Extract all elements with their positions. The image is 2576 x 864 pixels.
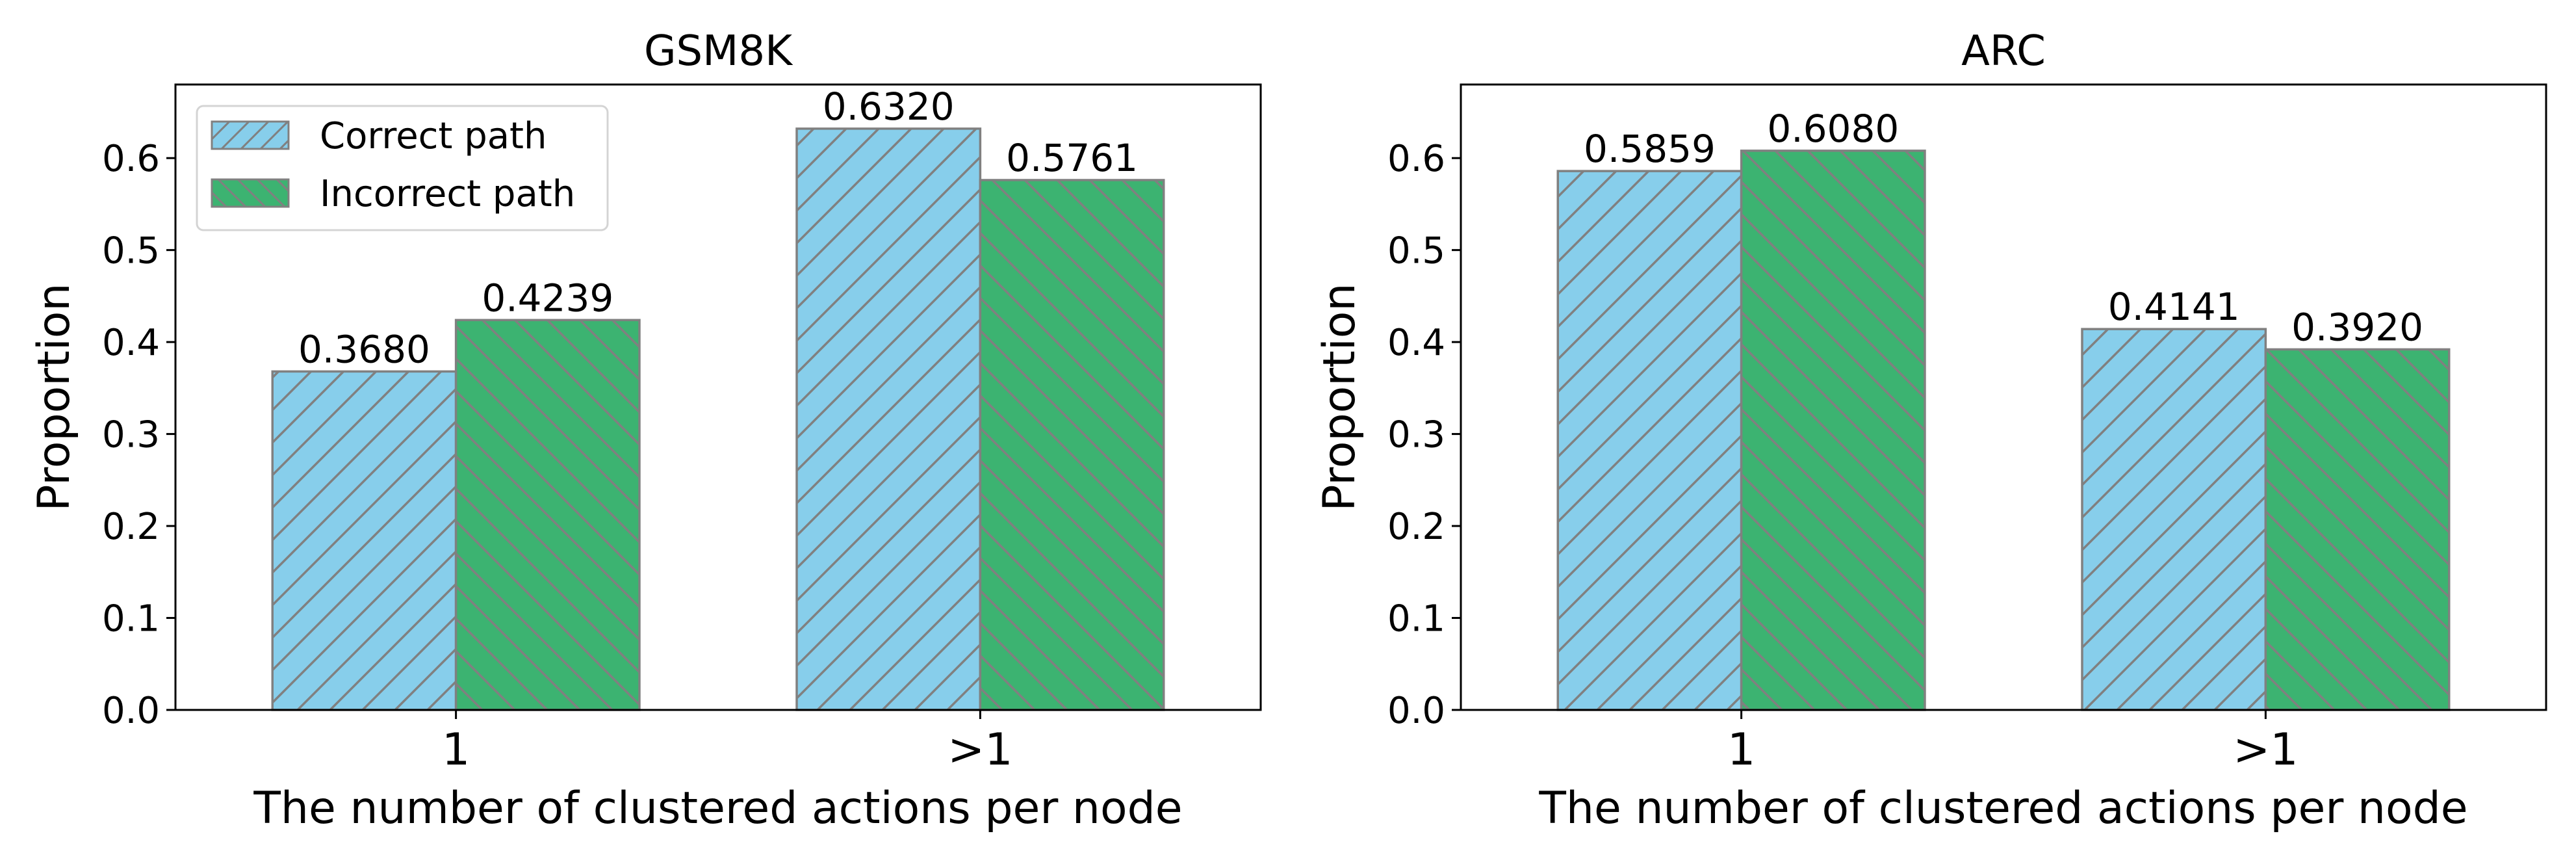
bar-hatch-correct-1 bbox=[795, 127, 982, 711]
bar-value-label: 0.3680 bbox=[298, 327, 430, 371]
y-tick-label: 0.4 bbox=[1387, 322, 1445, 364]
bar-value-label: 0.4141 bbox=[2108, 285, 2240, 329]
y-tick-label: 0.6 bbox=[1387, 138, 1445, 180]
x-axis-label: The number of clustered actions per node bbox=[1538, 783, 2467, 834]
legend: Correct path Incorrect path bbox=[196, 105, 609, 231]
chart-title: ARC bbox=[1961, 27, 2046, 75]
plot-frame bbox=[174, 83, 1262, 711]
legend-box bbox=[196, 105, 609, 231]
y-tick-label: 0.5 bbox=[102, 230, 160, 272]
x-tick-label: 1 bbox=[442, 724, 470, 776]
legend-label-correct-path: Correct path bbox=[320, 115, 547, 157]
legend-entry-incorrect-path: Incorrect path bbox=[211, 173, 575, 215]
bars: 0.3680 0.6320 0.4239 0.5761 bbox=[271, 85, 1165, 711]
bar-hatch-correct-0 bbox=[271, 370, 457, 711]
x-tick-label: >1 bbox=[2233, 724, 2298, 776]
x-axis-label: The number of clustered actions per node bbox=[253, 783, 1182, 834]
bar-hatch-incorrect-0 bbox=[1740, 150, 1926, 711]
y-tick-label: 0.0 bbox=[102, 690, 160, 732]
y-tick-label: 0.3 bbox=[102, 414, 160, 456]
y-tick-label: 0.0 bbox=[1387, 690, 1445, 732]
x-axis-ticks: 1 >1 bbox=[442, 710, 1013, 776]
y-axis-ticks: 0.0 0.1 0.2 0.3 0.4 0.5 0.6 bbox=[102, 138, 175, 732]
y-tick-label: 0.4 bbox=[102, 322, 160, 364]
chart-panel-gsm8k: GSM8K 0.3680 0.6320 0.4239 0.5761 0.0 0.1 0.2… bbox=[29, 27, 1262, 834]
y-tick-label: 0.2 bbox=[102, 506, 160, 548]
bar-value-label: 0.6080 bbox=[1767, 107, 1899, 151]
y-axis-label: Proportion bbox=[29, 283, 80, 512]
bar-hatch-incorrect-1 bbox=[979, 179, 1165, 711]
x-tick-label: 1 bbox=[1727, 724, 1755, 776]
y-axis-ticks: 0.0 0.1 0.2 0.3 0.4 0.5 0.6 bbox=[1387, 138, 1461, 732]
bar-hatch-correct-0 bbox=[1556, 170, 1743, 711]
plot-frame bbox=[1460, 83, 2547, 711]
bar-value-label: 0.3920 bbox=[2291, 305, 2423, 349]
y-tick-label: 0.5 bbox=[1387, 230, 1445, 272]
legend-swatch-hatch-incorrect-path bbox=[212, 179, 289, 207]
y-tick-label: 0.3 bbox=[1387, 414, 1445, 456]
bar-value-label: 0.6320 bbox=[823, 85, 955, 129]
bar-hatch-incorrect-1 bbox=[2264, 348, 2451, 711]
bar-hatch-incorrect-0 bbox=[454, 319, 641, 711]
chart-title: GSM8K bbox=[644, 27, 793, 75]
y-tick-label: 0.6 bbox=[102, 138, 160, 180]
x-axis-ticks: 1 >1 bbox=[1727, 710, 2299, 776]
x-tick-label: >1 bbox=[947, 724, 1012, 776]
bar-value-label: 0.4239 bbox=[482, 276, 613, 320]
y-axis-label: Proportion bbox=[1314, 283, 1365, 512]
y-tick-label: 0.1 bbox=[102, 598, 160, 640]
bar-value-label: 0.5859 bbox=[1584, 127, 1716, 171]
y-tick-label: 0.1 bbox=[1387, 598, 1445, 640]
legend-entry-correct-path: Correct path bbox=[211, 115, 547, 157]
legend-label-incorrect-path: Incorrect path bbox=[320, 173, 575, 215]
bars: 0.5859 0.4141 0.6080 0.3920 bbox=[1556, 107, 2451, 711]
y-tick-label: 0.2 bbox=[1387, 506, 1445, 548]
legend-swatch-hatch-correct-path bbox=[212, 122, 289, 149]
bar-value-label: 0.5761 bbox=[1006, 136, 1138, 180]
bar-hatch-correct-1 bbox=[2081, 328, 2267, 711]
